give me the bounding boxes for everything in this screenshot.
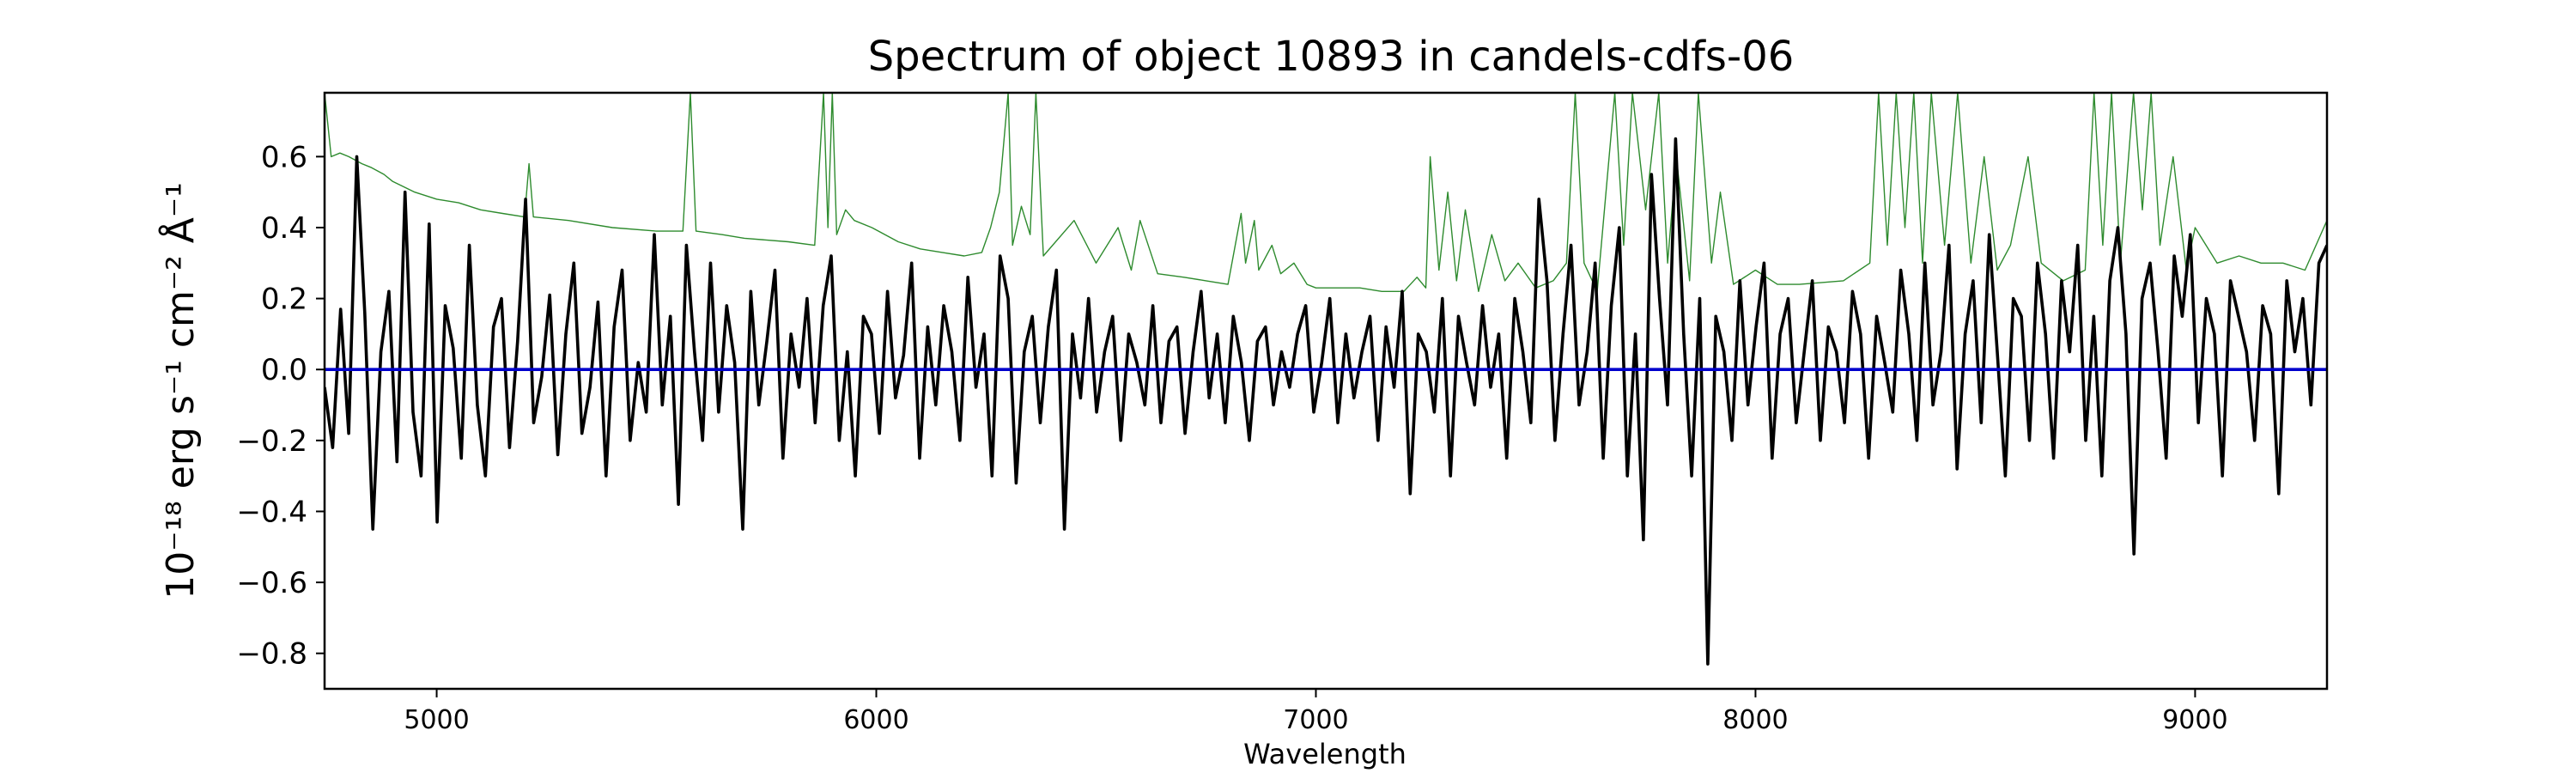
y-tick-label: 0.4 bbox=[261, 211, 307, 246]
x-tick-label: 8000 bbox=[1722, 705, 1788, 735]
y-tick-label: −0.2 bbox=[236, 424, 307, 459]
y-axis-label: 10⁻¹⁸ erg s⁻¹ cm⁻² Å⁻¹ bbox=[157, 182, 203, 599]
x-axis-label: Wavelength bbox=[1243, 738, 1406, 770]
x-tick-label: 7000 bbox=[1283, 705, 1348, 735]
plot-area bbox=[325, 93, 2327, 666]
x-axis-ticks: 5000 6000 7000 8000 9000 bbox=[404, 689, 2228, 735]
y-tick-label: −0.4 bbox=[236, 495, 307, 529]
spectrum-series-line bbox=[325, 137, 2327, 666]
x-tick-label: 6000 bbox=[843, 705, 908, 735]
chart-title: Spectrum of object 10893 in candels-cdfs… bbox=[868, 33, 1795, 81]
x-tick-label: 9000 bbox=[2162, 705, 2227, 735]
y-tick-label: 0.0 bbox=[261, 353, 307, 387]
y-axis-ticks: −0.8 −0.6 −0.4 −0.2 0.0 0.2 0.4 0.6 bbox=[236, 140, 325, 672]
y-tick-label: −0.8 bbox=[236, 637, 307, 672]
y-tick-label: −0.6 bbox=[236, 566, 307, 600]
axes-frame bbox=[323, 91, 2329, 691]
y-tick-label: 0.6 bbox=[261, 140, 307, 174]
y-tick-label: 0.2 bbox=[261, 283, 307, 317]
x-tick-label: 5000 bbox=[404, 705, 469, 735]
model-series-line bbox=[325, 93, 2327, 292]
